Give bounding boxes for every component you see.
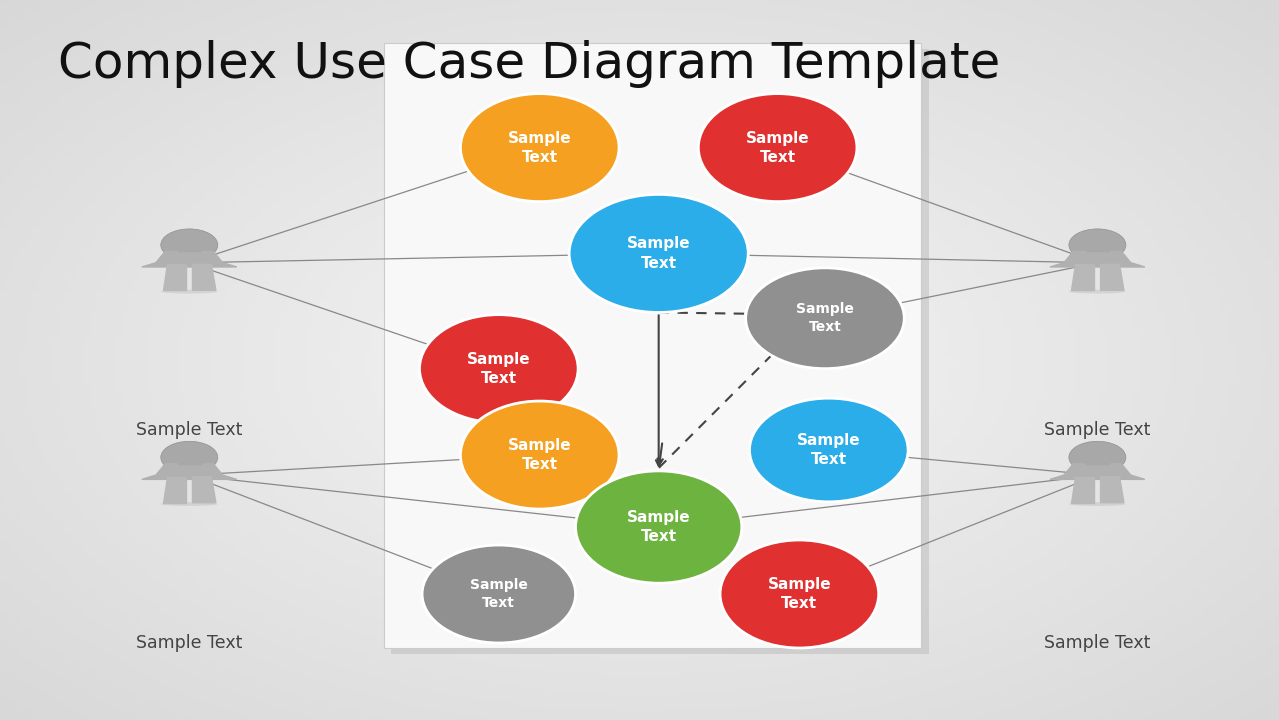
Polygon shape bbox=[1100, 477, 1124, 503]
Polygon shape bbox=[1086, 460, 1109, 464]
Text: Sample
Text: Sample Text bbox=[767, 577, 831, 611]
Polygon shape bbox=[1086, 248, 1109, 251]
Ellipse shape bbox=[749, 398, 908, 502]
Ellipse shape bbox=[576, 471, 742, 583]
Polygon shape bbox=[162, 477, 187, 503]
Polygon shape bbox=[192, 264, 216, 290]
Ellipse shape bbox=[746, 268, 904, 369]
Ellipse shape bbox=[422, 545, 576, 643]
Text: Sample
Text: Sample Text bbox=[627, 510, 691, 544]
Circle shape bbox=[161, 229, 217, 261]
Ellipse shape bbox=[1069, 289, 1126, 294]
Polygon shape bbox=[162, 264, 187, 290]
Ellipse shape bbox=[1069, 502, 1126, 506]
Circle shape bbox=[1069, 441, 1126, 473]
Polygon shape bbox=[155, 464, 224, 477]
Text: Sample
Text: Sample Text bbox=[746, 130, 810, 165]
Ellipse shape bbox=[460, 401, 619, 509]
Polygon shape bbox=[1071, 477, 1095, 503]
FancyBboxPatch shape bbox=[391, 49, 929, 654]
Ellipse shape bbox=[698, 94, 857, 202]
Text: Sample
Text: Sample Text bbox=[796, 302, 854, 334]
Polygon shape bbox=[1100, 264, 1124, 290]
Ellipse shape bbox=[460, 94, 619, 202]
Text: Sample
Text: Sample Text bbox=[627, 236, 691, 271]
Ellipse shape bbox=[161, 289, 217, 294]
Circle shape bbox=[161, 441, 217, 473]
Ellipse shape bbox=[420, 315, 578, 423]
Polygon shape bbox=[1050, 475, 1145, 480]
Text: Sample Text: Sample Text bbox=[1044, 634, 1151, 652]
Ellipse shape bbox=[161, 502, 217, 506]
Text: Complex Use Case Diagram Template: Complex Use Case Diagram Template bbox=[58, 40, 1000, 88]
Polygon shape bbox=[142, 475, 237, 480]
Polygon shape bbox=[1063, 251, 1132, 264]
Polygon shape bbox=[1050, 263, 1145, 267]
Ellipse shape bbox=[569, 194, 748, 312]
Polygon shape bbox=[142, 263, 237, 267]
Text: Sample
Text: Sample Text bbox=[467, 351, 531, 386]
Polygon shape bbox=[192, 477, 216, 503]
Text: Sample Text: Sample Text bbox=[136, 421, 243, 439]
Text: Sample Text: Sample Text bbox=[1044, 421, 1151, 439]
Ellipse shape bbox=[720, 540, 879, 648]
Text: Sample
Text: Sample Text bbox=[508, 130, 572, 165]
Polygon shape bbox=[1071, 264, 1095, 290]
Text: Sample
Text: Sample Text bbox=[469, 578, 528, 610]
Polygon shape bbox=[155, 251, 224, 264]
Polygon shape bbox=[178, 460, 201, 464]
Circle shape bbox=[1069, 229, 1126, 261]
Text: Sample Text: Sample Text bbox=[136, 634, 243, 652]
Polygon shape bbox=[178, 248, 201, 251]
FancyBboxPatch shape bbox=[384, 43, 921, 648]
Text: Sample
Text: Sample Text bbox=[797, 433, 861, 467]
Polygon shape bbox=[1063, 464, 1132, 477]
Text: Sample
Text: Sample Text bbox=[508, 438, 572, 472]
